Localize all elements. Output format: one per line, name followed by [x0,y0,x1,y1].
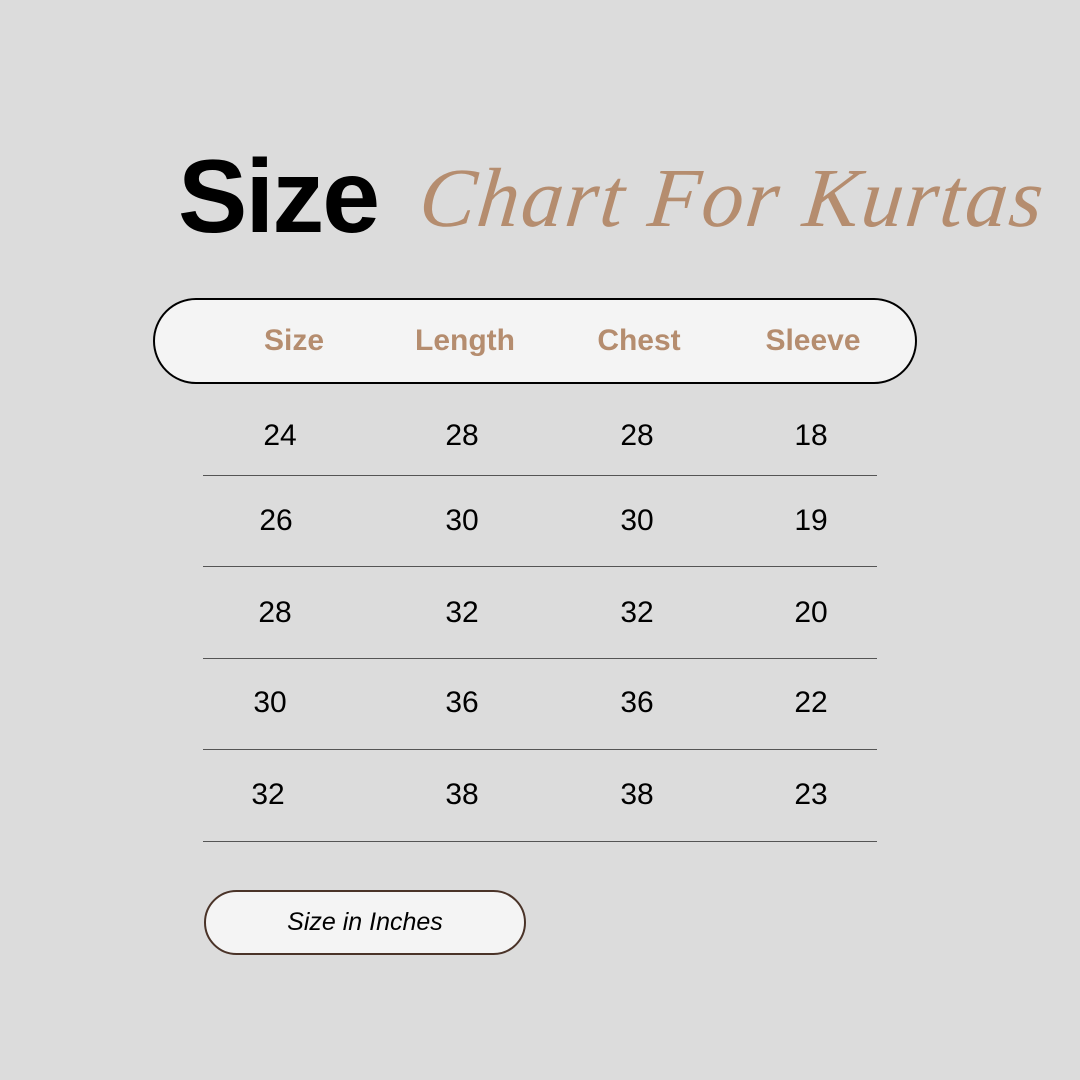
table-cell: 28 [258,596,292,629]
row-divider [203,566,877,567]
table-cell: 36 [620,686,654,719]
table-cell: 32 [445,596,479,629]
row-divider [203,841,877,842]
table-cell: 22 [794,686,828,719]
table-cell: 36 [445,686,479,719]
table-cell: 28 [620,419,654,452]
units-note: Size in Inches [204,890,526,955]
row-divider [203,658,877,659]
table-cell: 30 [620,504,654,537]
table-cell: 32 [620,596,654,629]
table-header: Size Length Chest Sleeve [153,298,917,384]
table-cell: 26 [259,504,293,537]
row-divider [203,475,877,476]
header-length: Length [415,324,515,357]
table-cell: 30 [253,686,287,719]
row-divider [203,749,877,750]
table-cell: 20 [794,596,828,629]
table-cell: 38 [620,778,654,811]
table-cell: 18 [794,419,828,452]
header-size: Size [263,324,325,357]
table-cell: 28 [445,419,479,452]
table-cell: 32 [251,778,285,811]
header-sleeve: Sleeve [765,324,861,357]
table-cell: 30 [445,504,479,537]
header-chest: Chest [597,324,681,357]
title-script: Chart For Kurtas [415,152,1050,245]
table-cell: 23 [794,778,828,811]
table-cell: 19 [794,504,828,537]
table-cell: 24 [263,419,297,452]
table-cell: 38 [445,778,479,811]
title-size: Size [178,139,380,255]
